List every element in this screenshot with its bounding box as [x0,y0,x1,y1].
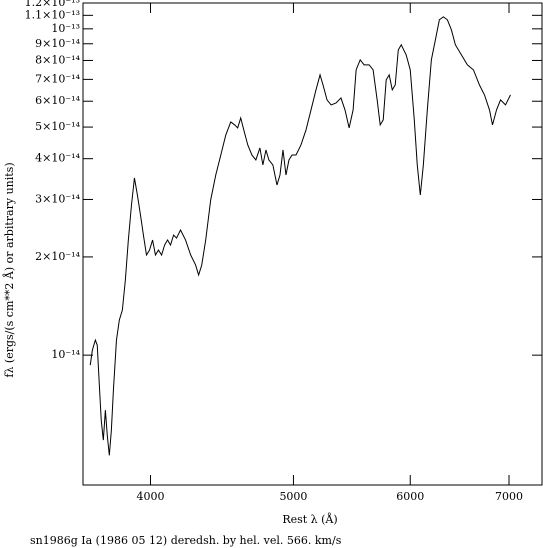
x-tick-label: 4000 [136,490,164,503]
y-tick-label: 4×10⁻¹⁴ [35,152,80,165]
x-tick-label: 6000 [396,490,424,503]
x-tick-label: 7000 [495,490,523,503]
x-tick-label: 5000 [279,490,307,503]
y-tick-label: 6×10⁻¹⁴ [35,94,80,107]
y-axis-label: fλ (ergs/(s cm**2 Å) or arbitrary units) [2,162,16,377]
y-tick-label: 1.2×10⁻¹³ [25,0,80,9]
spectrum-line [89,16,511,456]
y-tick-label: 2×10⁻¹⁴ [35,250,80,263]
y-tick-label: 1.1×10⁻¹³ [25,8,80,21]
x-axis-label: Rest λ (Å) [282,512,337,526]
y-tick-label: 5×10⁻¹⁴ [35,120,80,133]
y-tick-label: 8×10⁻¹⁴ [35,53,80,66]
plot-frame [82,2,543,486]
y-tick-label: 3×10⁻¹⁴ [35,192,80,205]
y-tick-label: 10⁻¹⁴ [51,348,80,361]
y-tick-label: 7×10⁻¹⁴ [35,72,80,85]
y-tick-label: 9×10⁻¹⁴ [35,37,80,50]
caption: sn1986g Ia (1986 05 12) deredsh. by hel.… [30,534,342,547]
y-tick-label: 10⁻¹³ [51,22,80,35]
